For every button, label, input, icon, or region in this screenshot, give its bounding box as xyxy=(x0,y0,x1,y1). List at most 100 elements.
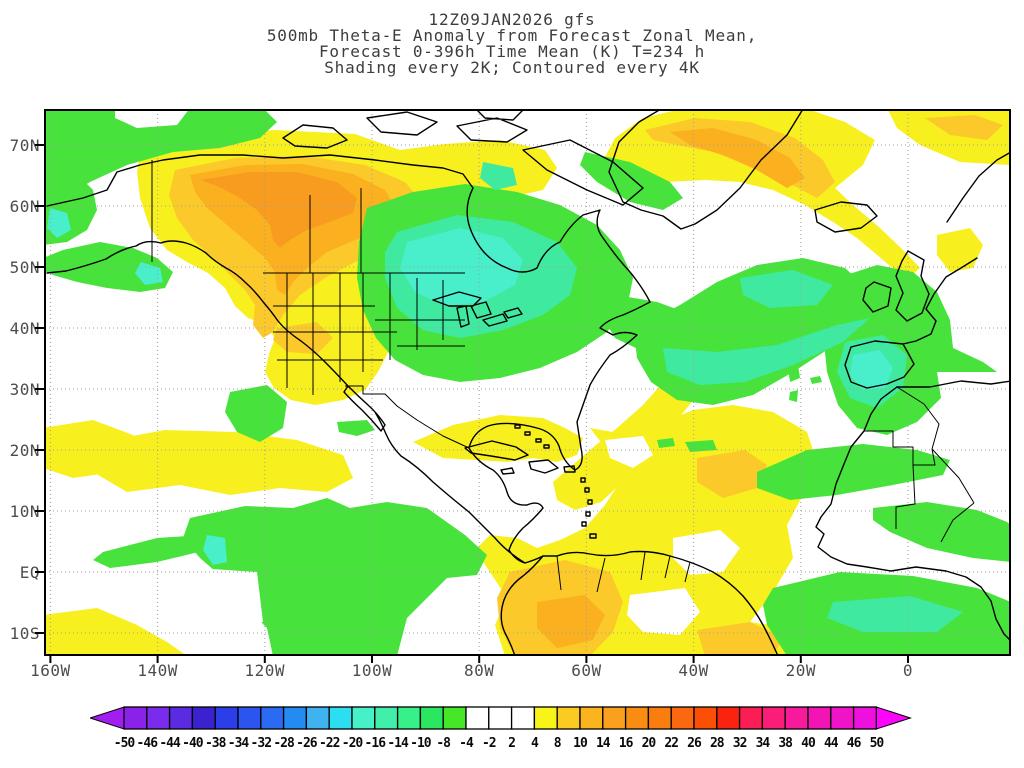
lon-label-0: 0 xyxy=(902,661,914,680)
colorbar-label--16: -16 xyxy=(365,736,387,751)
coast-cuba xyxy=(464,440,529,461)
gridlines xyxy=(45,110,1010,655)
shade-arctic-topleft xyxy=(45,110,277,202)
colorbar: -50 -46 -44 -40 -38 -34 -32 -28 -26 -22 -20 -16 -14-… xyxy=(90,706,926,754)
colorbar-cell xyxy=(761,706,786,730)
colorbar-label-40: 40 xyxy=(801,736,816,751)
colorbar-label--50: -50 xyxy=(114,736,136,751)
title-line-1: 12Z09JAN2026 gfs xyxy=(428,10,596,29)
border-canada-provinces xyxy=(309,188,362,273)
colorbar-label-44: 44 xyxy=(824,736,839,751)
lat-label-10S: 10S xyxy=(9,624,40,643)
lon-label-160W: 160W xyxy=(30,661,71,680)
colorbar-cell xyxy=(305,706,330,730)
shade-topright-orange xyxy=(925,115,1003,140)
colorbar-cell xyxy=(510,706,536,730)
colorbar-cell xyxy=(647,706,672,730)
shading-warm-orange xyxy=(169,115,1003,655)
border-africa xyxy=(864,386,975,543)
coast-great-britain xyxy=(895,250,930,322)
colorbar-cell xyxy=(123,706,148,730)
shade-satlantic-mint xyxy=(827,596,963,632)
lon-label-60W: 60W xyxy=(571,661,602,680)
colorbar-cell xyxy=(146,706,171,730)
map-area xyxy=(32,107,1023,674)
shade-guinea-green xyxy=(873,502,1010,562)
colorbar-left-arrow xyxy=(90,706,125,730)
political-borders xyxy=(151,160,975,593)
colorbar-label-34: 34 xyxy=(756,736,771,751)
colorbar-right-arrow xyxy=(875,706,913,730)
colorbar-cell xyxy=(191,706,216,730)
colorbar-cell xyxy=(168,706,194,730)
lat-label-50N: 50N xyxy=(9,258,40,277)
colorbar-cell xyxy=(852,706,878,730)
coastlines xyxy=(46,110,1010,655)
colorbar-label-20: 20 xyxy=(642,736,657,751)
colorbar-label--34: -34 xyxy=(228,736,250,751)
colorbar-label-32: 32 xyxy=(733,736,747,751)
coast-ireland xyxy=(862,281,892,313)
colorbar-cell xyxy=(214,706,239,730)
colorbar-cell xyxy=(328,706,353,730)
coast-north-africa-med xyxy=(896,380,1010,388)
colorbar-cell xyxy=(533,706,558,730)
colorbar-cell xyxy=(830,706,855,730)
colorbar-label--40: -40 xyxy=(182,736,204,751)
shade-fourcorners-orange xyxy=(273,322,333,354)
lon-label-20W: 20W xyxy=(785,661,816,680)
notch-brazil xyxy=(627,588,700,635)
lat-label-20N: 20N xyxy=(9,441,40,460)
lat-label-10N: 10N xyxy=(9,502,40,521)
colorbar-label--32: -32 xyxy=(251,736,272,751)
lon-label-80W: 80W xyxy=(463,661,495,680)
lat-label-EQ: EQ xyxy=(19,563,40,582)
notch-pacific xyxy=(193,568,263,628)
colorbar-cell xyxy=(419,706,444,730)
colorbar-label--26: -26 xyxy=(296,736,318,751)
shade-cuba-warm xyxy=(413,415,583,462)
colorbar-cell xyxy=(784,706,809,730)
colorbar-cell xyxy=(716,706,741,730)
colorbar-cell xyxy=(602,706,627,730)
shade-morocco-cyan xyxy=(850,350,893,390)
colorbar-label--10: -10 xyxy=(410,736,432,751)
title-line-2: 500mb Theta-E Anomaly from Forecast Zona… xyxy=(266,26,758,45)
lat-label-30N: 30N xyxy=(9,380,40,399)
shade-samerica-orange2 xyxy=(537,595,605,648)
colorbar-label-46: 46 xyxy=(847,736,862,751)
coast-hispaniola xyxy=(528,459,559,474)
lat-label-60N: 60N xyxy=(9,197,40,216)
border-us-mexico xyxy=(345,385,470,449)
colorbar-cell xyxy=(488,706,513,730)
colorbar-label-22: 22 xyxy=(664,736,678,751)
colorbar-label-8: 8 xyxy=(554,736,562,751)
axis-ticks xyxy=(35,144,909,663)
lon-label-100W: 100W xyxy=(351,661,393,680)
colorbar-label--2: -2 xyxy=(482,736,496,751)
colorbar-label-4: 4 xyxy=(531,736,539,751)
shade-greenland-orange2 xyxy=(670,128,805,188)
lon-label-120W: 120W xyxy=(244,661,286,680)
shade-natlantic-mint-north xyxy=(740,270,833,308)
chart-title-block: 12Z09JAN2026 gfs 500mb Theta-E Anomaly fr… xyxy=(0,12,1024,76)
shade-west-of-baja-green xyxy=(225,385,287,442)
colorbar-cell xyxy=(807,706,832,730)
colorbar-cell xyxy=(442,706,467,730)
notch-atlantic-1 xyxy=(605,436,653,468)
colorbar-cell xyxy=(237,706,262,730)
coast-puerto-rico xyxy=(563,465,576,473)
colorbar-cell xyxy=(556,706,581,730)
colorbar-label--14: -14 xyxy=(387,736,409,751)
shade-nw-canada-orange3 xyxy=(200,172,357,248)
colorbar-cell xyxy=(670,706,695,730)
lon-label-140W: 140W xyxy=(137,661,178,680)
colorbar-label-38: 38 xyxy=(778,736,793,751)
colorbar-label--20: -20 xyxy=(342,736,364,751)
shade-natlantic-mint-south xyxy=(663,318,870,385)
coast-jamaica xyxy=(500,467,515,475)
colorbar-label-50: 50 xyxy=(870,736,885,751)
colorbar-cell xyxy=(260,706,285,730)
colorbar-label--28: -28 xyxy=(273,736,295,751)
shade-epacific-arm xyxy=(93,535,207,568)
